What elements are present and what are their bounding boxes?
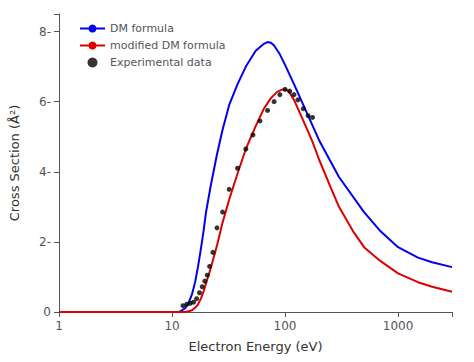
svg-text:0: 0 [43, 305, 51, 319]
svg-text:Electron Energy (eV): Electron Energy (eV) [188, 339, 322, 354]
svg-text:1: 1 [55, 319, 63, 333]
svg-text:6-: 6- [39, 95, 51, 109]
svg-text:4-: 4- [39, 165, 51, 179]
svg-text:2-: 2- [39, 235, 51, 249]
svg-text:DM formula: DM formula [110, 22, 174, 35]
svg-text:100: 100 [274, 319, 297, 333]
svg-text:10: 10 [164, 319, 179, 333]
svg-text:Cross Section (Å²): Cross Section (Å²) [7, 105, 22, 221]
svg-text:modified DM formula: modified DM formula [110, 39, 226, 52]
svg-text:8-: 8- [39, 25, 51, 39]
svg-text:1000: 1000 [383, 319, 414, 333]
svg-text:Experimental data: Experimental data [110, 56, 212, 69]
